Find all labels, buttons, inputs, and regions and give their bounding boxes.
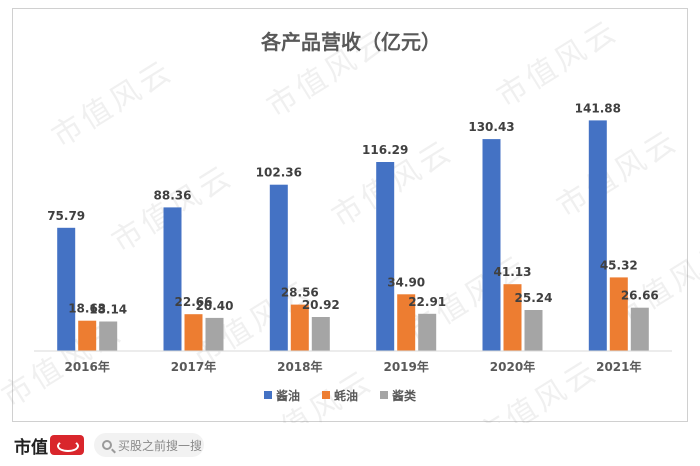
bar — [78, 320, 97, 351]
x-tick-label: 2020年 — [490, 359, 535, 374]
chart-frame: 市值风云 市值风云 市值风云 市值风云 市值风云 市值风云 市值风云 市值风云 … — [0, 8, 700, 465]
bar — [311, 317, 330, 351]
legend-label: 蚝油 — [334, 388, 358, 403]
bar — [588, 120, 607, 352]
x-tick-label: 2021年 — [596, 359, 641, 374]
brand-name: 市值 — [14, 437, 48, 458]
brand-logo[interactable]: 市值 — [14, 433, 84, 458]
data-label: 18.14 — [89, 303, 127, 317]
search-icon — [102, 440, 112, 450]
x-tick-label: 2019年 — [383, 359, 428, 374]
data-label: 20.92 — [302, 298, 340, 312]
chart-title: 各产品营收（亿元） — [260, 30, 441, 54]
data-label: 116.29 — [362, 143, 408, 157]
data-label: 45.32 — [600, 258, 638, 272]
bar — [205, 317, 224, 351]
data-label: 22.66 — [175, 295, 213, 309]
data-label: 130.43 — [468, 120, 514, 134]
search-placeholder: 买股之前搜一搜 — [118, 438, 203, 453]
bar — [524, 310, 543, 351]
data-label: 141.88 — [575, 101, 621, 115]
data-label: 34.90 — [387, 275, 425, 289]
legend: 酱油 蚝油 酱类 — [264, 388, 417, 403]
x-tick-label: 2017年 — [171, 359, 216, 374]
data-label: 75.79 — [47, 209, 85, 223]
brand-mark-icon — [50, 435, 84, 455]
bar — [163, 207, 182, 351]
data-label: 88.36 — [154, 188, 192, 202]
search-box[interactable]: 买股之前搜一搜 — [94, 433, 204, 457]
data-label: 20.40 — [196, 299, 234, 313]
data-label: 41.13 — [494, 265, 532, 279]
bar — [503, 284, 522, 351]
legend-label: 酱油 — [276, 388, 300, 403]
x-tick-label: 2018年 — [277, 359, 322, 374]
legend-swatch — [380, 391, 388, 399]
bar — [290, 304, 309, 351]
data-label: 18.63 — [68, 302, 106, 316]
legend-swatch — [322, 391, 330, 399]
bar — [482, 139, 501, 351]
data-label: 102.36 — [256, 166, 302, 180]
legend-swatch — [264, 391, 272, 399]
footer: 市值 买股之前搜一搜 — [0, 423, 700, 465]
data-label: 22.91 — [408, 295, 446, 309]
data-label: 28.56 — [281, 286, 319, 300]
legend-label: 酱类 — [392, 388, 417, 403]
data-label: 25.24 — [515, 291, 553, 305]
x-tick-labels: 2016年 2017年 2018年 2019年 2020年 2021年 — [64, 359, 641, 374]
bar — [418, 313, 437, 351]
bar — [184, 314, 203, 351]
bar — [397, 294, 416, 351]
bar — [57, 227, 76, 351]
data-label: 26.66 — [621, 289, 659, 303]
bar — [269, 184, 288, 351]
x-tick-label: 2016年 — [64, 359, 109, 374]
bar — [99, 321, 118, 351]
bar — [609, 277, 628, 351]
bar — [630, 307, 649, 351]
bar — [376, 162, 395, 351]
